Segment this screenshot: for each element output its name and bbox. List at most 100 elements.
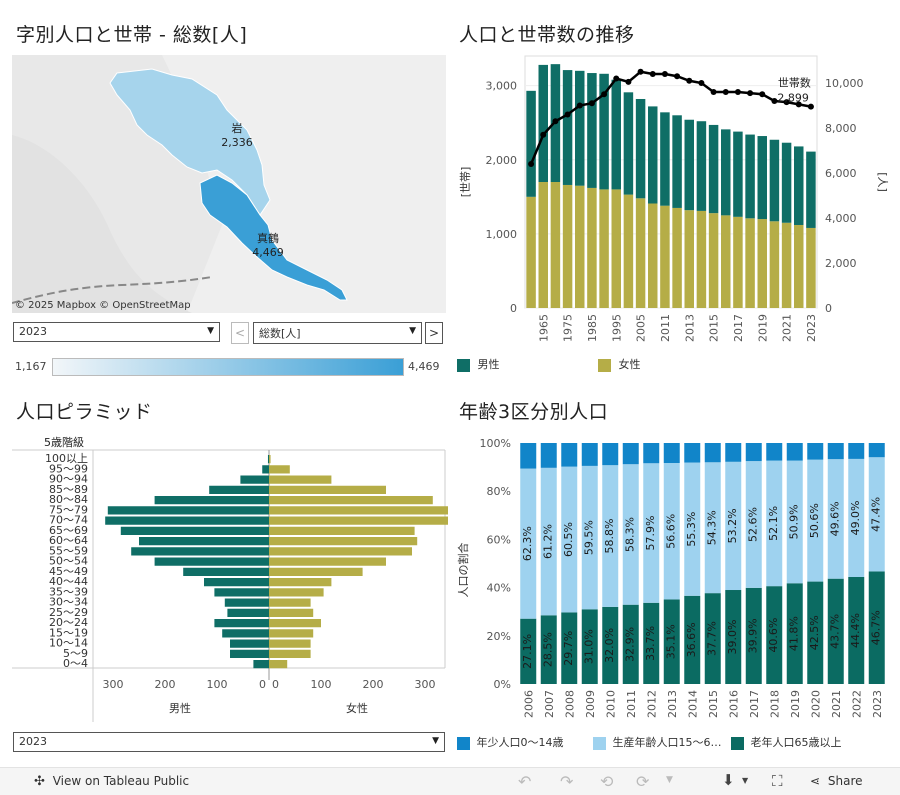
next-button[interactable]: > — [425, 322, 443, 344]
young-age-bar — [540, 443, 557, 468]
age-label: 30～34 — [49, 596, 88, 609]
map-year-select[interactable]: 2023 ▼ — [13, 322, 220, 342]
view-label: View on Tableau Public — [52, 774, 190, 788]
young-age-bar — [745, 443, 762, 462]
pyramid-year-select[interactable]: 2023 ▼ — [13, 732, 445, 752]
household-point — [564, 111, 571, 118]
axis-tick-label: 200 — [363, 678, 384, 691]
male-bar — [209, 485, 269, 494]
female-axis-label: 女性 — [346, 701, 368, 715]
x-tick-label: 2023 — [871, 690, 884, 718]
household-point — [686, 77, 693, 84]
young-age-bar — [868, 443, 885, 458]
download-dropdown-icon[interactable]: ▼ — [742, 776, 749, 785]
young-age-bar — [725, 443, 742, 462]
female-bar — [269, 588, 324, 597]
household-point — [601, 91, 608, 98]
working-age-bar — [663, 463, 680, 600]
fullscreen-icon[interactable]: ⛶ — [772, 772, 783, 790]
male-bar — [696, 121, 707, 211]
female-bar — [269, 506, 448, 515]
female-bar — [269, 639, 311, 648]
share-button[interactable]: ⋖ Share — [810, 774, 863, 788]
female-bar — [806, 227, 816, 308]
legend-young-label: 年少人口0～14歳 — [476, 736, 564, 749]
pause-dropdown-icon[interactable]: ▼ — [666, 775, 673, 785]
measure-select[interactable]: 総数[人] ▼ — [253, 322, 422, 344]
young-swatch — [457, 736, 470, 750]
x-tick-label: 2014 — [686, 690, 699, 718]
working-age-label: 52.1% — [767, 506, 780, 541]
female-bar — [269, 660, 288, 669]
age3-chart: 0% 20% 40% 60% 80% 100% 人口の割合 27.1% 62.3% 2006 28.… — [456, 437, 885, 718]
working-age-label: 52.6% — [747, 507, 760, 542]
select-value: 2023 — [19, 325, 47, 338]
young-age-bar — [520, 443, 537, 469]
old-age-bar — [540, 615, 557, 684]
age-label: 60～64 — [49, 534, 88, 547]
working-age-bar — [786, 460, 803, 584]
female-bar — [269, 526, 415, 535]
refresh-icon[interactable]: ⟳ — [636, 772, 650, 791]
female-bar — [269, 496, 433, 505]
map-attribution[interactable]: © 2025 Mapbox © OpenStreetMap — [15, 300, 191, 311]
age-label: 70～74 — [49, 514, 88, 527]
male-bar — [105, 516, 269, 525]
x-tick-label: 2006 — [522, 690, 535, 718]
male-bar — [120, 526, 269, 535]
prev-button[interactable]: < — [231, 322, 249, 344]
female-bar — [269, 608, 314, 617]
young-age-bar — [684, 443, 701, 463]
working-age-label: 60.5% — [562, 522, 575, 557]
scale-max-label: 4,469 — [408, 360, 440, 373]
map-view[interactable]: 岩 2,336 真鶴 4,469 © 2025 Mapbox © OpenStr… — [12, 55, 446, 313]
revert-icon[interactable]: ⟲ — [600, 772, 614, 791]
male-bar — [154, 496, 269, 505]
pyramid-chart: 5歳階級100以上95～9990～9485～8980～8475～7970～746… — [12, 435, 448, 722]
x-tick-label: 2022 — [850, 690, 863, 718]
household-point — [771, 98, 778, 104]
undo-icon[interactable]: ↶ — [518, 772, 532, 791]
chevron-down-icon: ▼ — [409, 326, 416, 336]
young-age-bar — [561, 443, 578, 467]
male-bar — [599, 73, 609, 190]
household-point — [759, 91, 766, 98]
region-manazuru[interactable] — [199, 174, 348, 301]
working-age-label: 47.4% — [870, 497, 883, 532]
working-age-bar — [643, 463, 660, 603]
working-age-label: 55.3% — [685, 512, 698, 547]
right-axis-label: [人] — [876, 172, 889, 192]
female-bar — [269, 567, 363, 576]
x-tick-label: 2017 — [732, 314, 745, 342]
right-tick-label: 2,000 — [825, 257, 857, 270]
age3-title: 年齢3区分別人口 — [459, 401, 609, 423]
male-bar — [214, 619, 269, 628]
household-point — [625, 78, 632, 85]
x-tick-label: 1975 — [562, 314, 575, 342]
old-age-bar — [602, 606, 619, 684]
female-bar — [269, 455, 271, 464]
right-tick-label: 4,000 — [825, 212, 857, 225]
y-tick-label: 60% — [487, 533, 511, 546]
young-age-bar — [663, 443, 680, 464]
old-age-label: 27.1% — [521, 634, 534, 669]
female-bar — [611, 189, 621, 308]
male-bar — [757, 136, 767, 220]
download-icon[interactable]: ⬇︎ — [722, 771, 735, 789]
working-age-bar — [745, 461, 762, 588]
age-label: 50～54 — [49, 555, 88, 568]
left-axis-label: [世帯] — [459, 167, 472, 198]
redo-icon[interactable]: ↷ — [560, 772, 574, 791]
male-bar — [240, 475, 269, 484]
female-bar — [269, 649, 311, 658]
view-on-tableau-link[interactable]: ✣ View on Tableau Public — [34, 774, 189, 789]
working-age-bar — [684, 462, 701, 596]
old-age-bar — [561, 612, 578, 684]
right-tick-label: 0 — [825, 302, 832, 315]
old-age-bar — [786, 583, 803, 684]
land-relief — [12, 135, 192, 313]
old-age-label: 39.0% — [726, 620, 739, 655]
age-label: 85～89 — [49, 483, 88, 496]
x-tick-label: 1995 — [610, 314, 623, 342]
household-point — [576, 102, 583, 109]
